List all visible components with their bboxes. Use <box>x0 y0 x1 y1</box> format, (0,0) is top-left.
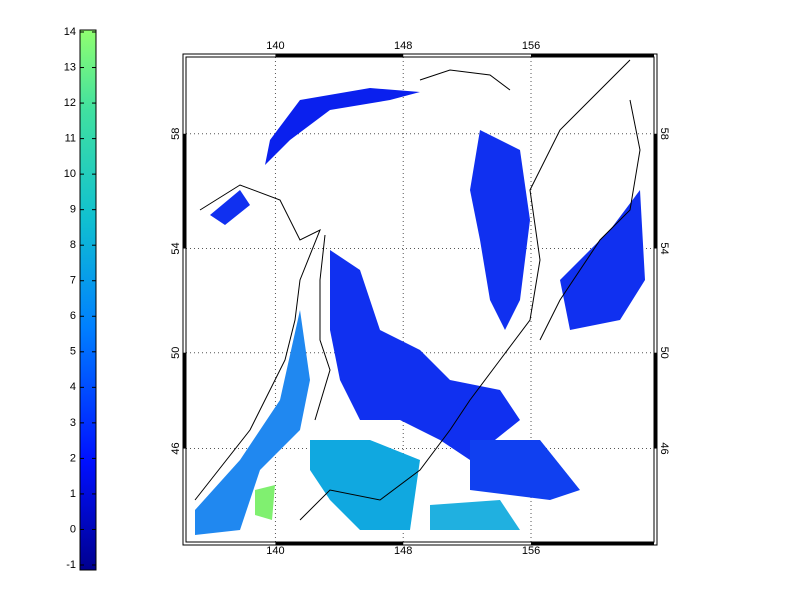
field-patch <box>430 500 520 530</box>
colorbar-tick-label: 11 <box>65 133 76 145</box>
colorbar-tick-label: 7 <box>70 275 76 287</box>
x-tick-label: 140 <box>266 40 284 52</box>
y-tick-label: 46 <box>170 442 182 454</box>
y-tick-label: 58 <box>170 128 182 140</box>
y-tick-label: 58 <box>658 128 670 140</box>
map-outer-frame <box>182 53 658 546</box>
field-patch <box>470 440 580 500</box>
frame-bar <box>183 133 186 249</box>
ticks: -101234567891011121314140140148148156156… <box>64 26 670 571</box>
frame-bar <box>275 54 404 57</box>
frame-bar <box>275 542 404 545</box>
colorbar-tick-label: 8 <box>70 239 76 251</box>
colorbar-tick-label: 4 <box>70 381 76 393</box>
colorbar-tick-label: 13 <box>64 61 76 73</box>
frame-bar <box>531 542 654 545</box>
colorbar-tick-label: -1 <box>66 559 76 571</box>
y-tick-label: 50 <box>170 347 182 359</box>
colorbar-tick-label: 10 <box>64 168 76 180</box>
colorbar-tick-label: 12 <box>64 97 76 109</box>
map-frame <box>185 56 655 543</box>
y-tick-label: 54 <box>170 242 182 254</box>
frame-bar <box>654 133 657 249</box>
frame-bar <box>654 352 657 449</box>
colorbar-tick-label: 14 <box>64 26 76 38</box>
coastline <box>194 59 641 521</box>
frame-bar <box>531 54 654 57</box>
field-patch <box>330 250 520 460</box>
y-tick-label: 50 <box>658 347 670 359</box>
field-patch <box>470 130 530 330</box>
colorbar-tick-label: 3 <box>70 417 76 429</box>
colorbar-tick-label: 6 <box>70 310 76 322</box>
colorbar-tick-label: 1 <box>70 488 76 500</box>
frame-bar <box>183 352 186 449</box>
field-patch <box>310 440 420 530</box>
x-tick-label: 156 <box>522 40 540 52</box>
x-tick-label: 148 <box>394 40 412 52</box>
y-tick-label: 46 <box>658 442 670 454</box>
field-patch <box>560 190 645 330</box>
x-tick-label: 140 <box>266 545 284 557</box>
colorbar-tick-label: 9 <box>70 204 76 216</box>
field-patch <box>255 485 275 520</box>
colorbar <box>79 29 97 571</box>
x-tick-label: 156 <box>522 545 540 557</box>
field-patch <box>265 88 420 165</box>
field-patch <box>210 190 250 225</box>
colorbar-tick-label: 2 <box>70 452 76 464</box>
colorbar-tick-label: 5 <box>70 346 76 358</box>
colorbar-tick-label: 0 <box>70 523 76 535</box>
field-patch <box>195 310 310 535</box>
y-tick-label: 54 <box>658 242 670 254</box>
data-field <box>194 59 645 535</box>
x-tick-label: 148 <box>394 545 412 557</box>
